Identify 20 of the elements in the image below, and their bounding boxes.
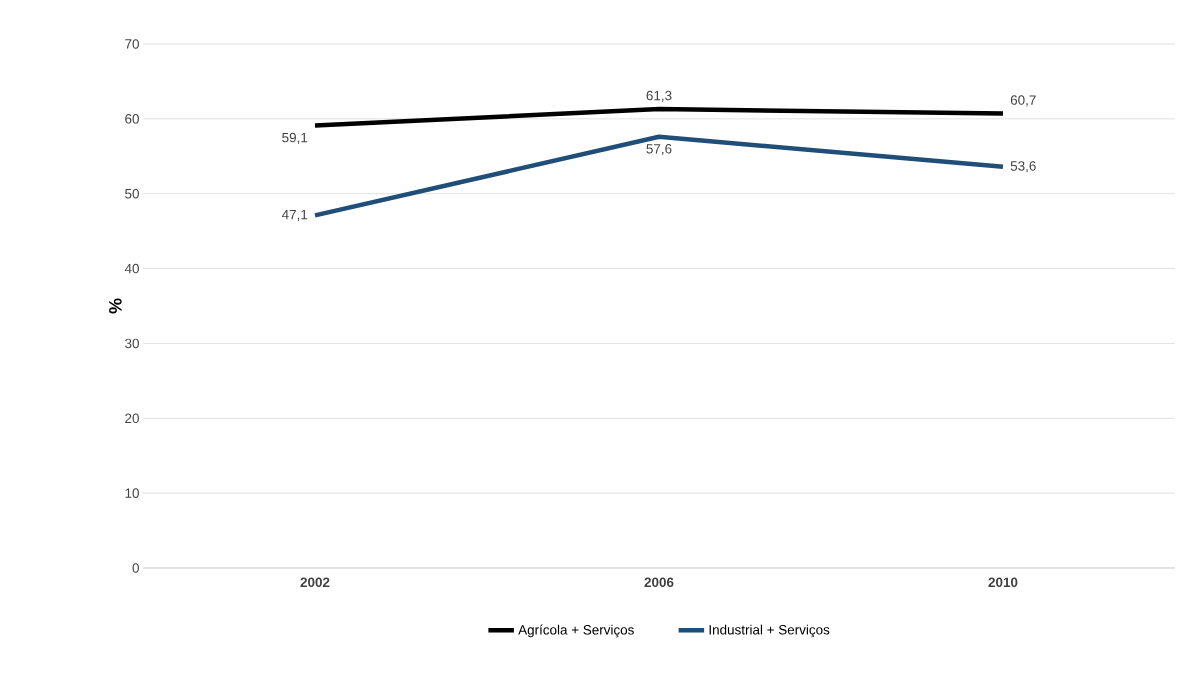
data-label: 61,3 xyxy=(646,90,672,102)
y-tick-label: 30 xyxy=(125,338,139,349)
data-label: 59,1 xyxy=(282,132,308,144)
data-label: 60,7 xyxy=(1010,95,1036,107)
y-tick-label: 10 xyxy=(125,488,139,498)
legend-label: Agrícola + Serviços xyxy=(518,624,634,638)
data-label: 53,6 xyxy=(1010,161,1036,173)
legend-label: Industrial + Serviços xyxy=(709,624,830,638)
y-tick-label: 20 xyxy=(125,413,139,424)
data-label: 47,1 xyxy=(281,209,308,221)
y-tick-label: 0 xyxy=(132,563,139,573)
x-tick-label: 2010 xyxy=(988,577,1018,588)
x-tick-label: 2002 xyxy=(300,577,330,588)
y-tick-label: 60 xyxy=(125,114,139,124)
y-tick-label: 50 xyxy=(125,188,139,199)
data-label: 57,6 xyxy=(646,144,672,156)
y-tick-label: 70 xyxy=(125,39,139,49)
y-tick-label: 40 xyxy=(124,263,139,274)
x-tick-label: 2006 xyxy=(644,577,674,588)
y-axis-title: % xyxy=(109,298,122,314)
